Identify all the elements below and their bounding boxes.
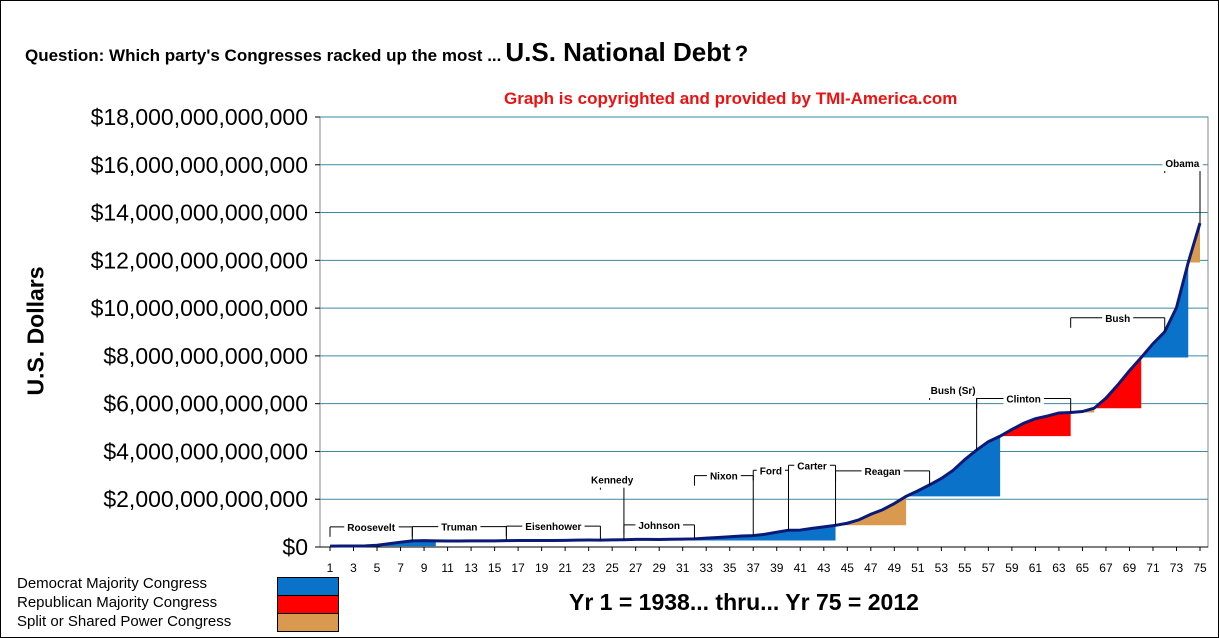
- x-tick-label: 65: [1076, 561, 1090, 575]
- legend-label-democrat: Democrat Majority Congress: [17, 575, 208, 592]
- x-tick-label: 35: [723, 561, 737, 575]
- x-tick-label: 15: [488, 561, 502, 575]
- president-label: Ford: [760, 466, 782, 477]
- legend-swatch-split: [277, 613, 339, 632]
- x-tick-label: 1: [327, 561, 334, 575]
- president-label-bg: [794, 460, 830, 474]
- x-tick-label: 41: [794, 561, 808, 575]
- president-label: Clinton: [1006, 395, 1040, 406]
- x-tick-label: 71: [1146, 561, 1160, 575]
- x-tick-label: 55: [958, 561, 972, 575]
- president-label-bg: [706, 470, 741, 484]
- question-mark: ?: [734, 41, 749, 66]
- x-tick-label: 21: [558, 561, 572, 575]
- legend-label-republican: Republican Majority Congress: [17, 594, 218, 611]
- president-label-bg: [588, 474, 637, 488]
- y-tick-label: $10,000,000,000,000: [91, 295, 308, 321]
- x-tick-label: 31: [676, 561, 690, 575]
- president-label: Eisenhower: [525, 522, 581, 533]
- president-label-bg: [438, 521, 481, 535]
- x-tick-label: 33: [700, 561, 714, 575]
- copyright-note: Graph is copyrighted and provided by TMI…: [504, 89, 958, 108]
- president-label: Carter: [797, 461, 827, 472]
- legend-swatch-democrat: [277, 577, 339, 596]
- y-axis-title: U.S. Dollars: [22, 266, 49, 396]
- x-tick-label: 13: [464, 561, 478, 575]
- x-tick-label: 49: [888, 561, 902, 575]
- y-tick-label: $12,000,000,000,000: [91, 247, 308, 273]
- x-tick-label: 47: [864, 561, 878, 575]
- congress-block-republican: [1094, 357, 1142, 409]
- president-label: Reagan: [865, 467, 901, 478]
- president-label-bg: [1162, 158, 1203, 172]
- y-tick-label: $16,000,000,000,000: [91, 152, 308, 178]
- president-label: Obama: [1165, 159, 1199, 170]
- president-label: Truman: [441, 523, 477, 534]
- x-tick-label: 23: [582, 561, 596, 575]
- president-label: Nixon: [710, 472, 738, 483]
- x-tick-label: 61: [1029, 561, 1043, 575]
- y-tick-label: $0: [282, 534, 308, 560]
- president-label: Bush: [1105, 314, 1130, 325]
- x-tick-label: 3: [350, 561, 357, 575]
- congress-block-split: [835, 496, 907, 526]
- legend-label-split: Split or Shared Power Congress: [17, 613, 232, 630]
- x-tick-label: 19: [535, 561, 549, 575]
- president-label-bg: [522, 521, 585, 535]
- plot-area: [319, 116, 1209, 548]
- y-tick-label: $18,000,000,000,000: [91, 104, 308, 130]
- x-tick-label: 43: [817, 561, 831, 575]
- x-tick-label: 25: [605, 561, 619, 575]
- president-label: Roosevelt: [347, 523, 395, 534]
- y-tick-label: $6,000,000,000,000: [103, 391, 308, 417]
- x-tick-label: 7: [397, 561, 404, 575]
- x-tick-label: 9: [421, 561, 428, 575]
- x-axis-title: Yr 1 = 1938... thru... Yr 75 = 2012: [569, 589, 919, 615]
- president-label-bg: [344, 521, 399, 535]
- y-tick-label: $8,000,000,000,000: [103, 343, 308, 369]
- congress-block-republican: [1000, 412, 1071, 437]
- x-tick-label: 51: [911, 561, 925, 575]
- president-label-bg: [635, 519, 684, 533]
- president-label-bg: [1003, 393, 1044, 407]
- x-tick-label: 69: [1123, 561, 1137, 575]
- x-tick-label: 37: [747, 561, 761, 575]
- x-tick-label: 53: [935, 561, 949, 575]
- x-tick-label: 57: [982, 561, 996, 575]
- chart-title: U.S. National Debt: [505, 37, 731, 67]
- question-prefix: Question: Which party's Congresses racke…: [25, 46, 502, 65]
- x-tick-label: 39: [770, 561, 784, 575]
- president-label-bg: [927, 385, 979, 399]
- x-tick-label: 45: [841, 561, 855, 575]
- y-tick-label: $2,000,000,000,000: [103, 486, 308, 512]
- x-tick-label: 29: [653, 561, 667, 575]
- president-label: Kennedy: [591, 476, 634, 487]
- y-tick-label: $14,000,000,000,000: [91, 200, 308, 226]
- x-tick-label: 63: [1052, 561, 1066, 575]
- president-label-bg: [1102, 312, 1134, 326]
- legend-swatch-republican: [277, 595, 339, 614]
- president-label: Johnson: [638, 521, 680, 532]
- chart-question: Question: Which party's Congresses racke…: [25, 37, 748, 68]
- y-tick-label: $4,000,000,000,000: [103, 438, 308, 464]
- x-tick-label: 67: [1099, 561, 1113, 575]
- president-label-bg: [861, 465, 904, 479]
- president-label: Bush (Sr): [931, 386, 976, 397]
- debt-line: [329, 222, 1202, 548]
- x-tick-label: 75: [1193, 561, 1207, 575]
- x-tick-label: 5: [374, 561, 381, 575]
- x-tick-label: 59: [1005, 561, 1019, 575]
- president-label-bg: [756, 465, 785, 479]
- x-tick-label: 11: [441, 561, 454, 575]
- congress-block-democrat: [1141, 262, 1189, 358]
- x-tick-label: 27: [629, 561, 643, 575]
- x-tick-label: 17: [511, 561, 525, 575]
- congress-block-democrat: [529, 525, 836, 541]
- x-tick-label: 73: [1170, 561, 1184, 575]
